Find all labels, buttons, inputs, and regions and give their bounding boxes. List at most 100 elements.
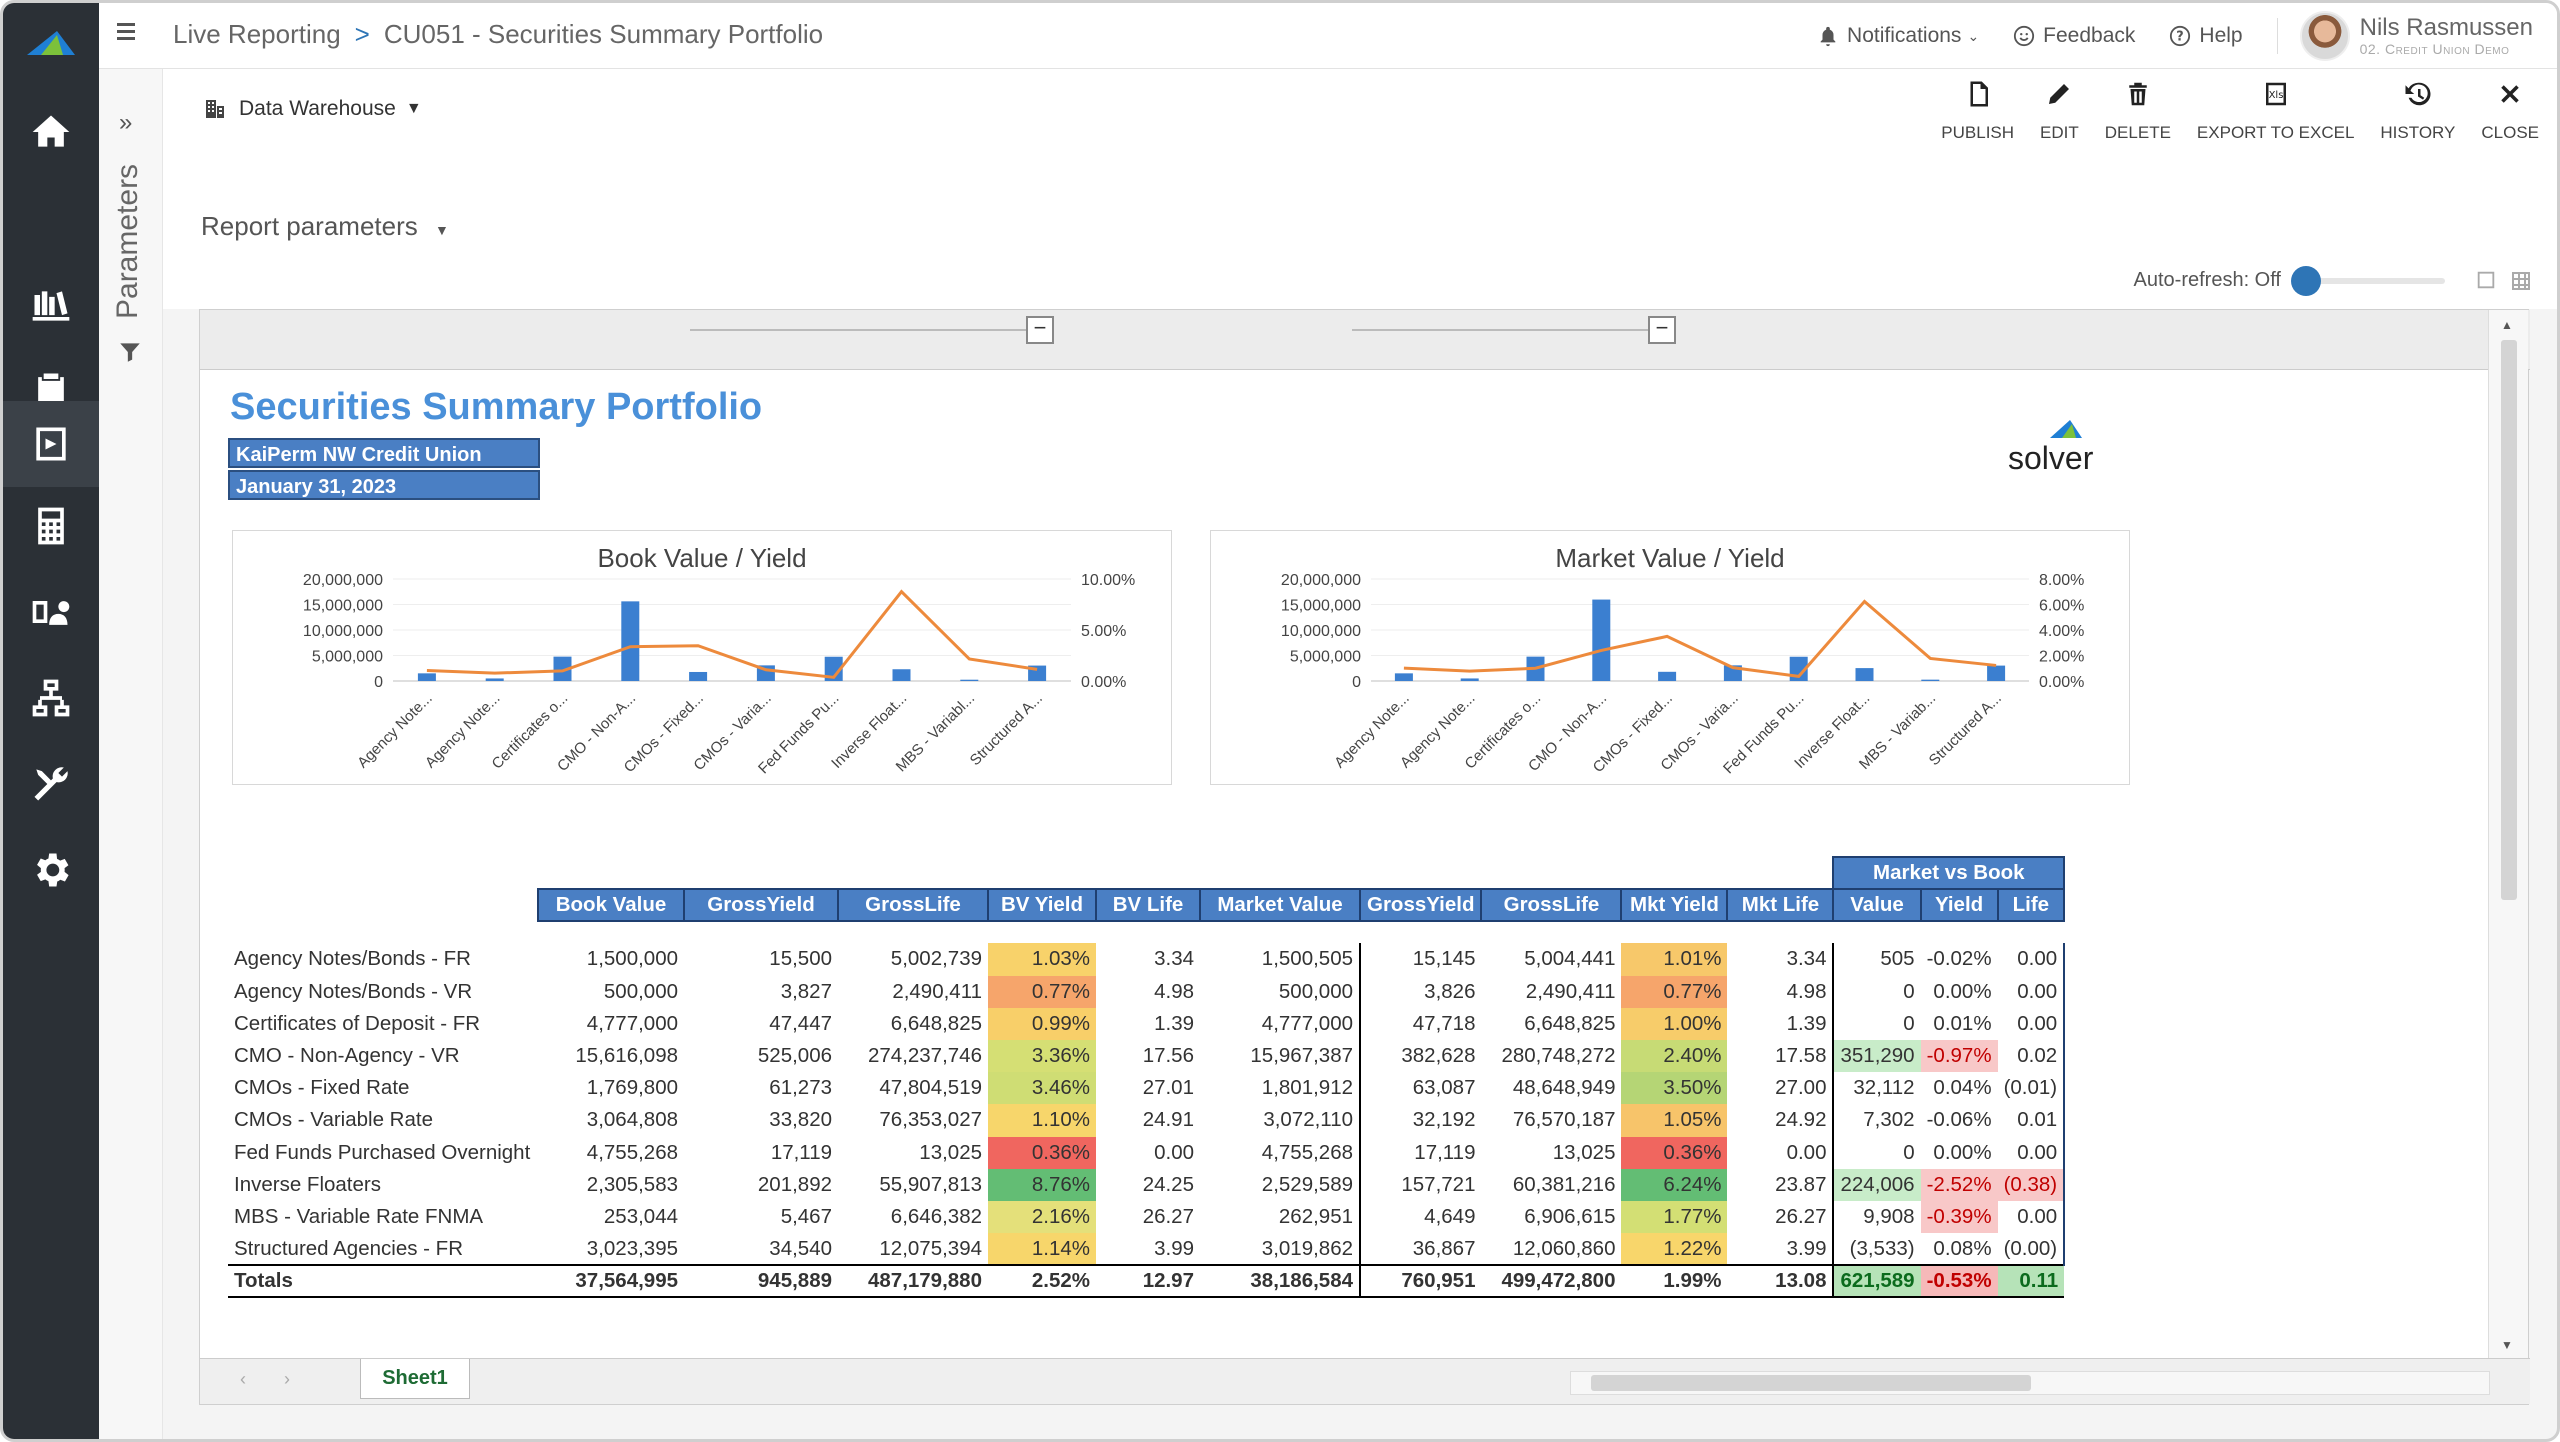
parameters-panel[interactable]: » Parameters	[99, 69, 163, 1439]
svg-text:?: ?	[2177, 30, 2184, 45]
y2-tick-label: 4.00%	[2039, 623, 2084, 640]
data-source-dropdown[interactable]: Data Warehouse ▼	[203, 97, 422, 121]
feedback-button[interactable]: Feedback	[2013, 24, 2135, 48]
user-menu[interactable]: Nils Rasmussen 02. Credit Union Demo	[2359, 14, 2533, 57]
calculator-icon	[38, 507, 64, 545]
top-right-actions: Notifications ⌄ Feedback ? Help Nils Ras…	[1817, 3, 2557, 69]
table-cell: 2,529,589	[1200, 1168, 1361, 1201]
toolbar-actions: PUBLISH EDIT DELETE Xls EXPORT TO EXCEL …	[1915, 79, 2539, 143]
hierarchy-icon	[32, 679, 70, 717]
delete-button[interactable]: DELETE	[2105, 79, 2171, 143]
filter-icon[interactable]	[117, 339, 143, 365]
table-cell: -0.02%	[1926, 947, 1992, 971]
table-cell: 15,145	[1412, 947, 1476, 971]
totals-row: Totals 37,564,995 945,889 487,179,880 2.52% 1…	[228, 1264, 2065, 1299]
tab-next-icon[interactable]: ›	[284, 1369, 290, 1389]
totals-cell: 487,179,880	[838, 1264, 988, 1299]
help-label: Help	[2199, 24, 2243, 47]
totals-cell: 2.52%	[988, 1264, 1096, 1299]
svg-text:Xls: Xls	[2268, 90, 2283, 101]
table-cell: 4.98	[1727, 975, 1835, 1008]
user-org: 02. Credit Union Demo	[2359, 40, 2510, 57]
row-label: Agency Notes/Bonds - VR	[234, 979, 473, 1003]
scroll-thumb[interactable]	[1591, 1375, 2031, 1391]
y-tick-label: 0	[1352, 674, 1361, 691]
top-bar: Live Reporting > CU051 - Securities Summar…	[99, 3, 2557, 69]
solver-logo-icon[interactable]	[23, 25, 79, 59]
bar	[621, 601, 640, 681]
table-cell: 17.56	[1142, 1044, 1194, 1068]
table-cell: 27.01	[1142, 1076, 1194, 1100]
table-cell: 3.46%	[988, 1072, 1096, 1105]
trash-icon	[2129, 82, 2147, 106]
nav-reports-library[interactable]	[3, 263, 99, 349]
report-parameters-toggle[interactable]: Report parameters ▼	[201, 211, 449, 242]
publish-button[interactable]: PUBLISH	[1941, 79, 2014, 143]
table-row: CMOs - Fixed Rate 1,769,800 61,273 47,804,5…	[228, 1072, 2066, 1105]
vertical-scrollbar[interactable]: ▲ ▼	[2488, 310, 2528, 1360]
date-cell: January 31, 2023	[228, 470, 540, 500]
table-cell: 0.00	[1997, 975, 2066, 1008]
table-row: Structured Agencies - FR 3,023,395 34,540 1…	[228, 1233, 2066, 1266]
table-cell: -0.06%	[1926, 1108, 1992, 1132]
user-name: Nils Rasmussen	[2359, 14, 2533, 42]
scroll-up-icon[interactable]: ▲	[2501, 318, 2513, 332]
expand-icon[interactable]	[2475, 269, 2497, 291]
totals-cell: 37,564,995	[538, 1264, 684, 1299]
nav-users[interactable]	[3, 569, 99, 655]
auto-refresh-toggle[interactable]	[2291, 265, 2445, 296]
collapse-group-button[interactable]: −	[1026, 316, 1054, 344]
column-header: GrossYield	[1358, 888, 1483, 923]
tab-prev-icon[interactable]: ‹	[240, 1369, 246, 1389]
notifications-button[interactable]: Notifications ⌄	[1817, 24, 1979, 48]
horizontal-scrollbar[interactable]	[1570, 1371, 2490, 1395]
table-cell: 201,892	[757, 1172, 832, 1196]
menu-icon[interactable]	[117, 19, 147, 49]
notifications-label: Notifications	[1847, 24, 1962, 47]
x-tick-label: Structured A...	[967, 690, 1046, 769]
table-cell: 4,777,000	[586, 1011, 678, 1035]
help-button[interactable]: ? Help	[2169, 24, 2243, 48]
help-icon: ?	[2170, 25, 2191, 47]
scroll-down-icon[interactable]: ▼	[2501, 1338, 2513, 1352]
nav-home[interactable]	[3, 89, 99, 175]
blank-cell	[1360, 857, 1481, 889]
tab-sheet1[interactable]: Sheet1	[360, 1359, 470, 1399]
table-cell: 4,755,268	[1200, 1136, 1361, 1169]
nav-tools[interactable]	[3, 741, 99, 827]
history-button[interactable]: HISTORY	[2380, 79, 2455, 143]
edit-button[interactable]: EDIT	[2040, 79, 2079, 143]
solver-logo-text: solver	[2008, 440, 2094, 476]
blank-cell	[228, 921, 538, 943]
nav-tasks[interactable]	[3, 347, 99, 433]
totals-cell: 760,951	[1360, 1264, 1482, 1299]
table-cell: 1.05%	[1621, 1104, 1728, 1137]
nav-live-reporting[interactable]	[3, 401, 99, 487]
y-tick-label: 0	[374, 674, 383, 691]
table-cell: 5,004,441	[1524, 947, 1616, 971]
tools-icon	[34, 767, 68, 801]
nav-settings[interactable]	[3, 827, 99, 913]
breadcrumb-root[interactable]: Live Reporting	[173, 19, 341, 49]
blank-cell	[1727, 857, 1833, 889]
export-to-excel-button[interactable]: Xls EXPORT TO EXCEL	[2197, 79, 2354, 143]
close-button[interactable]: CLOSE	[2481, 79, 2539, 143]
collapse-group-button[interactable]: −	[1648, 316, 1676, 344]
table-cell: 0.04%	[1933, 1076, 1992, 1100]
toggle-knob[interactable]	[2291, 265, 2321, 296]
scroll-thumb[interactable]	[2501, 340, 2517, 900]
nav-planning[interactable]	[3, 483, 99, 569]
nav-data[interactable]	[3, 655, 99, 741]
table-cell: 1,769,800	[586, 1076, 678, 1100]
grid-icon[interactable]	[2509, 269, 2533, 293]
table-cell: 0.01	[1997, 1104, 2066, 1137]
table-cell: 1,801,912	[1200, 1072, 1361, 1105]
avatar[interactable]	[2299, 11, 2350, 61]
table-cell: 13,025	[1552, 1140, 1616, 1164]
report-title: Securities Summary Portfolio	[230, 386, 763, 428]
table-cell: 351,290	[1833, 1039, 1921, 1073]
expand-icon[interactable]: »	[119, 109, 133, 136]
bar	[1987, 665, 2006, 681]
table-cell: 26.27	[1727, 1200, 1835, 1234]
table-cell: -0.39%	[1920, 1200, 1998, 1234]
